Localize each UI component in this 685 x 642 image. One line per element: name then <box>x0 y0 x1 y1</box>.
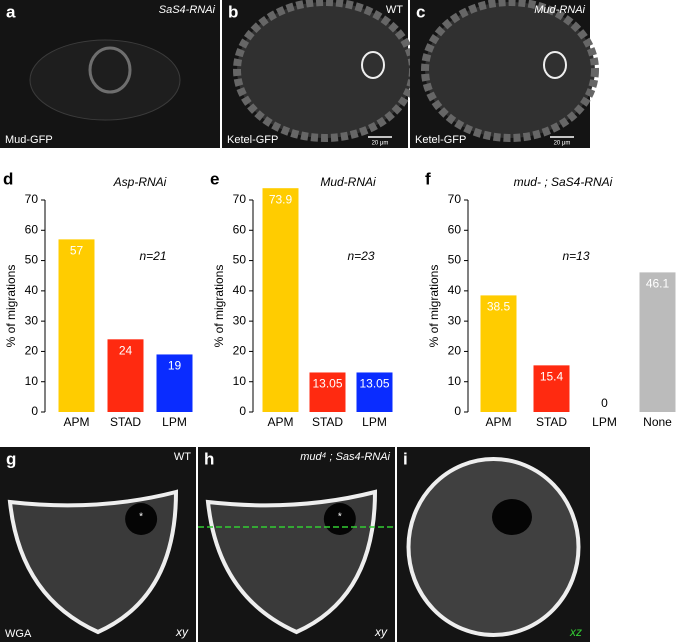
y-tick-label: 50 <box>448 253 462 267</box>
chart-title: mud- ; SaS4-RNAi <box>514 175 613 189</box>
follicle <box>233 0 417 142</box>
stain-label: Ketel-GFP <box>227 134 278 146</box>
y-tick-label: 10 <box>448 374 462 388</box>
y-tick-label: 50 <box>25 253 39 267</box>
bar <box>533 365 570 412</box>
asterisk: * <box>338 512 342 523</box>
y-tick-label: 40 <box>448 283 462 297</box>
y-tick-label: 60 <box>25 222 39 236</box>
nucleus <box>492 499 532 535</box>
x-tick-label: APM <box>485 415 511 429</box>
x-tick-label: APM <box>267 415 293 429</box>
y-axis-title: % of migrations <box>212 265 226 348</box>
condition-label: mud⁴ ; Sas4-RNAi <box>300 451 390 463</box>
bar <box>262 188 299 412</box>
value-label: 57 <box>70 244 84 258</box>
x-tick-label: STAD <box>536 415 567 429</box>
bar <box>356 372 393 412</box>
bar <box>480 295 517 412</box>
chart-title: Mud-RNAi <box>320 175 376 189</box>
annotation: n=13 <box>562 249 589 263</box>
y-tick-label: 30 <box>448 313 462 327</box>
condition-label: WT <box>174 451 191 463</box>
nucleus <box>125 503 158 535</box>
y-tick-label: 60 <box>233 222 247 236</box>
oocyte-xz <box>406 457 581 637</box>
y-tick-label: 10 <box>233 374 247 388</box>
panel-letter: a <box>6 2 16 21</box>
bar <box>156 354 193 412</box>
panel-letter: b <box>228 2 238 21</box>
y-tick-label: 40 <box>25 283 39 297</box>
cell-outline <box>29 39 181 121</box>
stain-label: Ketel-GFP <box>415 134 466 146</box>
scale-label: 20 μm <box>554 141 571 147</box>
y-tick-label: 50 <box>233 253 247 267</box>
value-label: 0 <box>601 396 608 410</box>
x-tick-label: LPM <box>592 415 617 429</box>
panel-letter: c <box>416 2 425 21</box>
y-tick-label: 20 <box>25 344 39 358</box>
y-tick-label: 30 <box>233 313 247 327</box>
annotation: n=23 <box>347 249 374 263</box>
y-tick-label: 20 <box>448 344 462 358</box>
panel-letter: h <box>204 449 214 468</box>
view-label: xy <box>374 625 388 639</box>
value-label: 13.05 <box>359 377 389 391</box>
value-label: 13.05 <box>312 377 342 391</box>
nucleus <box>543 51 567 79</box>
x-tick-label: LPM <box>362 415 387 429</box>
value-label: 24 <box>119 343 133 357</box>
condition-label: WT <box>386 4 403 16</box>
asterisk: * <box>139 512 143 523</box>
value-label: 73.9 <box>269 192 293 206</box>
y-tick-label: 60 <box>448 222 462 236</box>
x-tick-label: STAD <box>110 415 141 429</box>
panel-letter: i <box>403 449 408 468</box>
annotation: n=21 <box>139 249 166 263</box>
bar <box>107 339 144 412</box>
y-tick-label: 70 <box>448 192 462 206</box>
bar <box>309 372 346 412</box>
value-label: 15.4 <box>540 370 564 384</box>
stain-label: Mud-GFP <box>5 134 53 146</box>
y-tick-label: 0 <box>31 404 38 418</box>
x-tick-label: None <box>643 415 672 429</box>
condition-label: Mud-RNAi <box>534 4 585 16</box>
y-tick-label: 30 <box>25 313 39 327</box>
follicle <box>421 0 599 142</box>
y-tick-label: 0 <box>454 404 461 418</box>
y-axis-title: % of migrations <box>4 265 18 348</box>
value-label: 38.5 <box>487 300 511 314</box>
y-tick-label: 20 <box>233 344 247 358</box>
y-tick-label: 70 <box>233 192 247 206</box>
view-label: xz <box>569 625 582 639</box>
y-tick-label: 0 <box>239 404 246 418</box>
value-label: 46.1 <box>646 277 670 291</box>
y-tick-label: 10 <box>25 374 39 388</box>
condition-label: SaS4-RNAi <box>159 4 216 16</box>
panel-letter: f <box>425 169 431 188</box>
panel-letter: g <box>6 449 16 468</box>
scale-label: 20 μm <box>372 141 389 147</box>
nucleus <box>361 51 385 79</box>
panel-letter: e <box>210 169 219 188</box>
x-tick-label: STAD <box>312 415 343 429</box>
y-tick-label: 40 <box>233 283 247 297</box>
view-label: xy <box>175 625 189 639</box>
bar <box>639 272 676 412</box>
y-tick-label: 70 <box>25 192 39 206</box>
x-tick-label: LPM <box>162 415 187 429</box>
bar <box>58 239 95 412</box>
panel-letter: d <box>3 169 13 188</box>
value-label: 19 <box>168 359 182 373</box>
y-axis-title: % of migrations <box>427 265 441 348</box>
chart-title: Asp-RNAi <box>113 175 167 189</box>
stain-label: WGA <box>5 628 32 640</box>
x-tick-label: APM <box>63 415 89 429</box>
